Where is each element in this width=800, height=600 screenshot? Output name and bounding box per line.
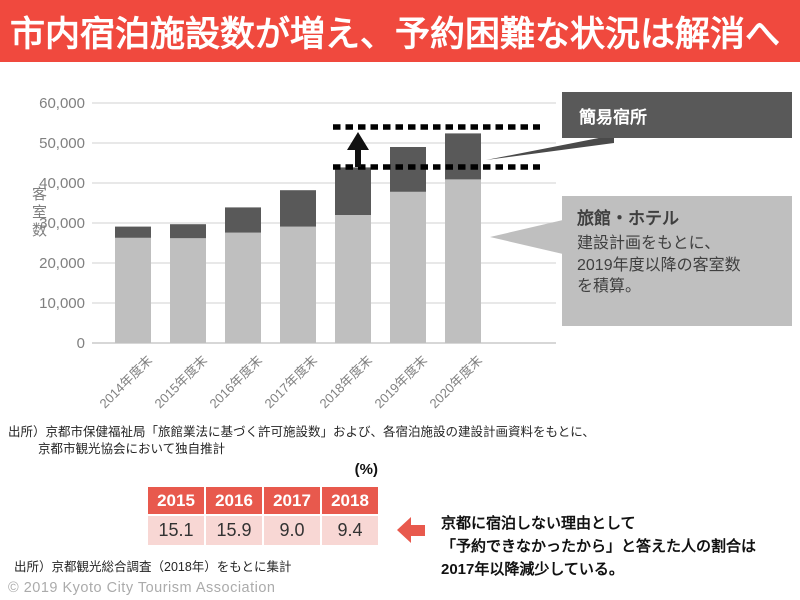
bar-segment-simple-lodging — [280, 190, 316, 227]
table-header-cell: 2015 — [148, 487, 204, 514]
header-banner: 市内宿泊施設数が増え、予約困難な状況は解消へ — [0, 0, 800, 62]
table-value-row: 15.1 15.9 9.0 9.4 — [148, 516, 378, 545]
annotation-note-line: 2017年以降減少している。 — [441, 561, 624, 578]
table-value-cell: 9.4 — [322, 516, 378, 545]
callout-leader-line — [486, 135, 614, 160]
table-header-cell: 2016 — [206, 487, 262, 514]
y-axis-title: 客室数 — [30, 186, 47, 240]
x-axis-label: 2016年度末 — [206, 353, 265, 412]
callout-simple-lodging: 簡易宿所 — [562, 92, 792, 138]
bar-segment-simple-lodging — [115, 226, 151, 238]
y-tick-label: 30,000 — [39, 215, 85, 232]
increase-arrow-icon — [347, 132, 369, 167]
table-header-row: 2015 2016 2017 2018 — [148, 487, 378, 514]
callout-ryokan-hotel: 旅館・ホテル 建設計画をもとに、 2019年度以降の客室数 を積算。 — [562, 196, 792, 326]
copyright: © 2019 Kyoto City Tourism Association — [8, 580, 276, 596]
chart-annotation-layer — [333, 124, 540, 170]
left-arrow-shaft — [410, 525, 425, 536]
source-note-chart-line2: 京都市観光協会において独自推計 — [38, 442, 226, 456]
bar-segment-ryokan-hotel — [445, 179, 481, 343]
y-tick-label: 60,000 — [39, 95, 85, 112]
x-axis-label: 2020年度末 — [426, 353, 485, 412]
table-value-cell: 15.9 — [206, 516, 262, 545]
left-arrow-head — [397, 517, 411, 543]
table-value-cell: 9.0 — [264, 516, 320, 545]
callout-ryokan-hotel-body-line: を積算。 — [577, 277, 642, 295]
source-note-chart: 出所）京都市保健福祉局「旅館業法に基づく許可施設数」および、各宿泊施設の建設計画… — [8, 424, 595, 458]
callout-pointer — [490, 220, 563, 254]
source-note-chart-line1: 出所）京都市保健福祉局「旅館業法に基づく許可施設数」および、各宿泊施設の建設計画… — [8, 425, 595, 439]
callout-ryokan-hotel-body-line: 2019年度以降の客室数 — [577, 256, 741, 274]
bar-segment-ryokan-hotel — [335, 215, 371, 343]
bar-segment-ryokan-hotel — [170, 238, 206, 343]
annotation-note-line: 「予約できなかったから」と答えた人の割合は — [441, 538, 757, 555]
y-tick-label: 40,000 — [39, 175, 85, 192]
y-tick-label: 10,000 — [39, 295, 85, 312]
bar-segment-ryokan-hotel — [280, 226, 316, 343]
x-axis-label: 2015年度末 — [151, 353, 210, 412]
bar-segment-ryokan-hotel — [390, 191, 426, 343]
bar-segment-ryokan-hotel — [225, 232, 261, 343]
callout-ryokan-hotel-body-line: 建設計画をもとに、 — [577, 235, 721, 253]
y-tick-label: 20,000 — [39, 255, 85, 272]
bar-segment-simple-lodging — [335, 167, 371, 215]
bar-segment-simple-lodging — [170, 224, 206, 239]
table-header-cell: 2018 — [322, 487, 378, 514]
left-arrow-icon — [397, 517, 425, 544]
annotation-note: 京都に宿泊しない理由として 「予約できなかったから」と答えた人の割合は 2017… — [441, 512, 756, 581]
table-header-cell: 2017 — [264, 487, 320, 514]
table-value-cell: 15.1 — [148, 516, 204, 545]
page-title: 市内宿泊施設数が増え、予約困難な状況は解消へ — [10, 14, 781, 54]
source-note-table: 出所）京都観光総合調査（2018年）をもとに集計 — [14, 560, 292, 574]
annotation-note-line: 京都に宿泊しない理由として — [441, 515, 636, 532]
bar-segment-simple-lodging — [445, 133, 481, 180]
chart-plot-area: 0 10,000 20,000 30,000 40,000 50,000 60,000 201… — [39, 95, 556, 411]
x-axis-label: 2019年度末 — [371, 353, 430, 412]
bar-segment-simple-lodging — [225, 207, 261, 233]
reservation-rate-table: 2015 2016 2017 2018 15.1 15.9 9.0 9.4 — [148, 487, 378, 545]
x-axis-label: 2017年度末 — [261, 353, 320, 412]
x-axis-label: 2018年度末 — [316, 353, 375, 412]
table-unit-label: (%) — [354, 461, 378, 478]
callout-ryokan-hotel-title: 旅館・ホテル — [577, 209, 679, 228]
y-tick-label: 50,000 — [39, 135, 85, 152]
callout-simple-lodging-label: 簡易宿所 — [579, 107, 647, 127]
x-axis-label: 2014年度末 — [96, 353, 155, 412]
bar-segment-ryokan-hotel — [115, 237, 151, 343]
y-tick-label: 0 — [77, 335, 85, 352]
